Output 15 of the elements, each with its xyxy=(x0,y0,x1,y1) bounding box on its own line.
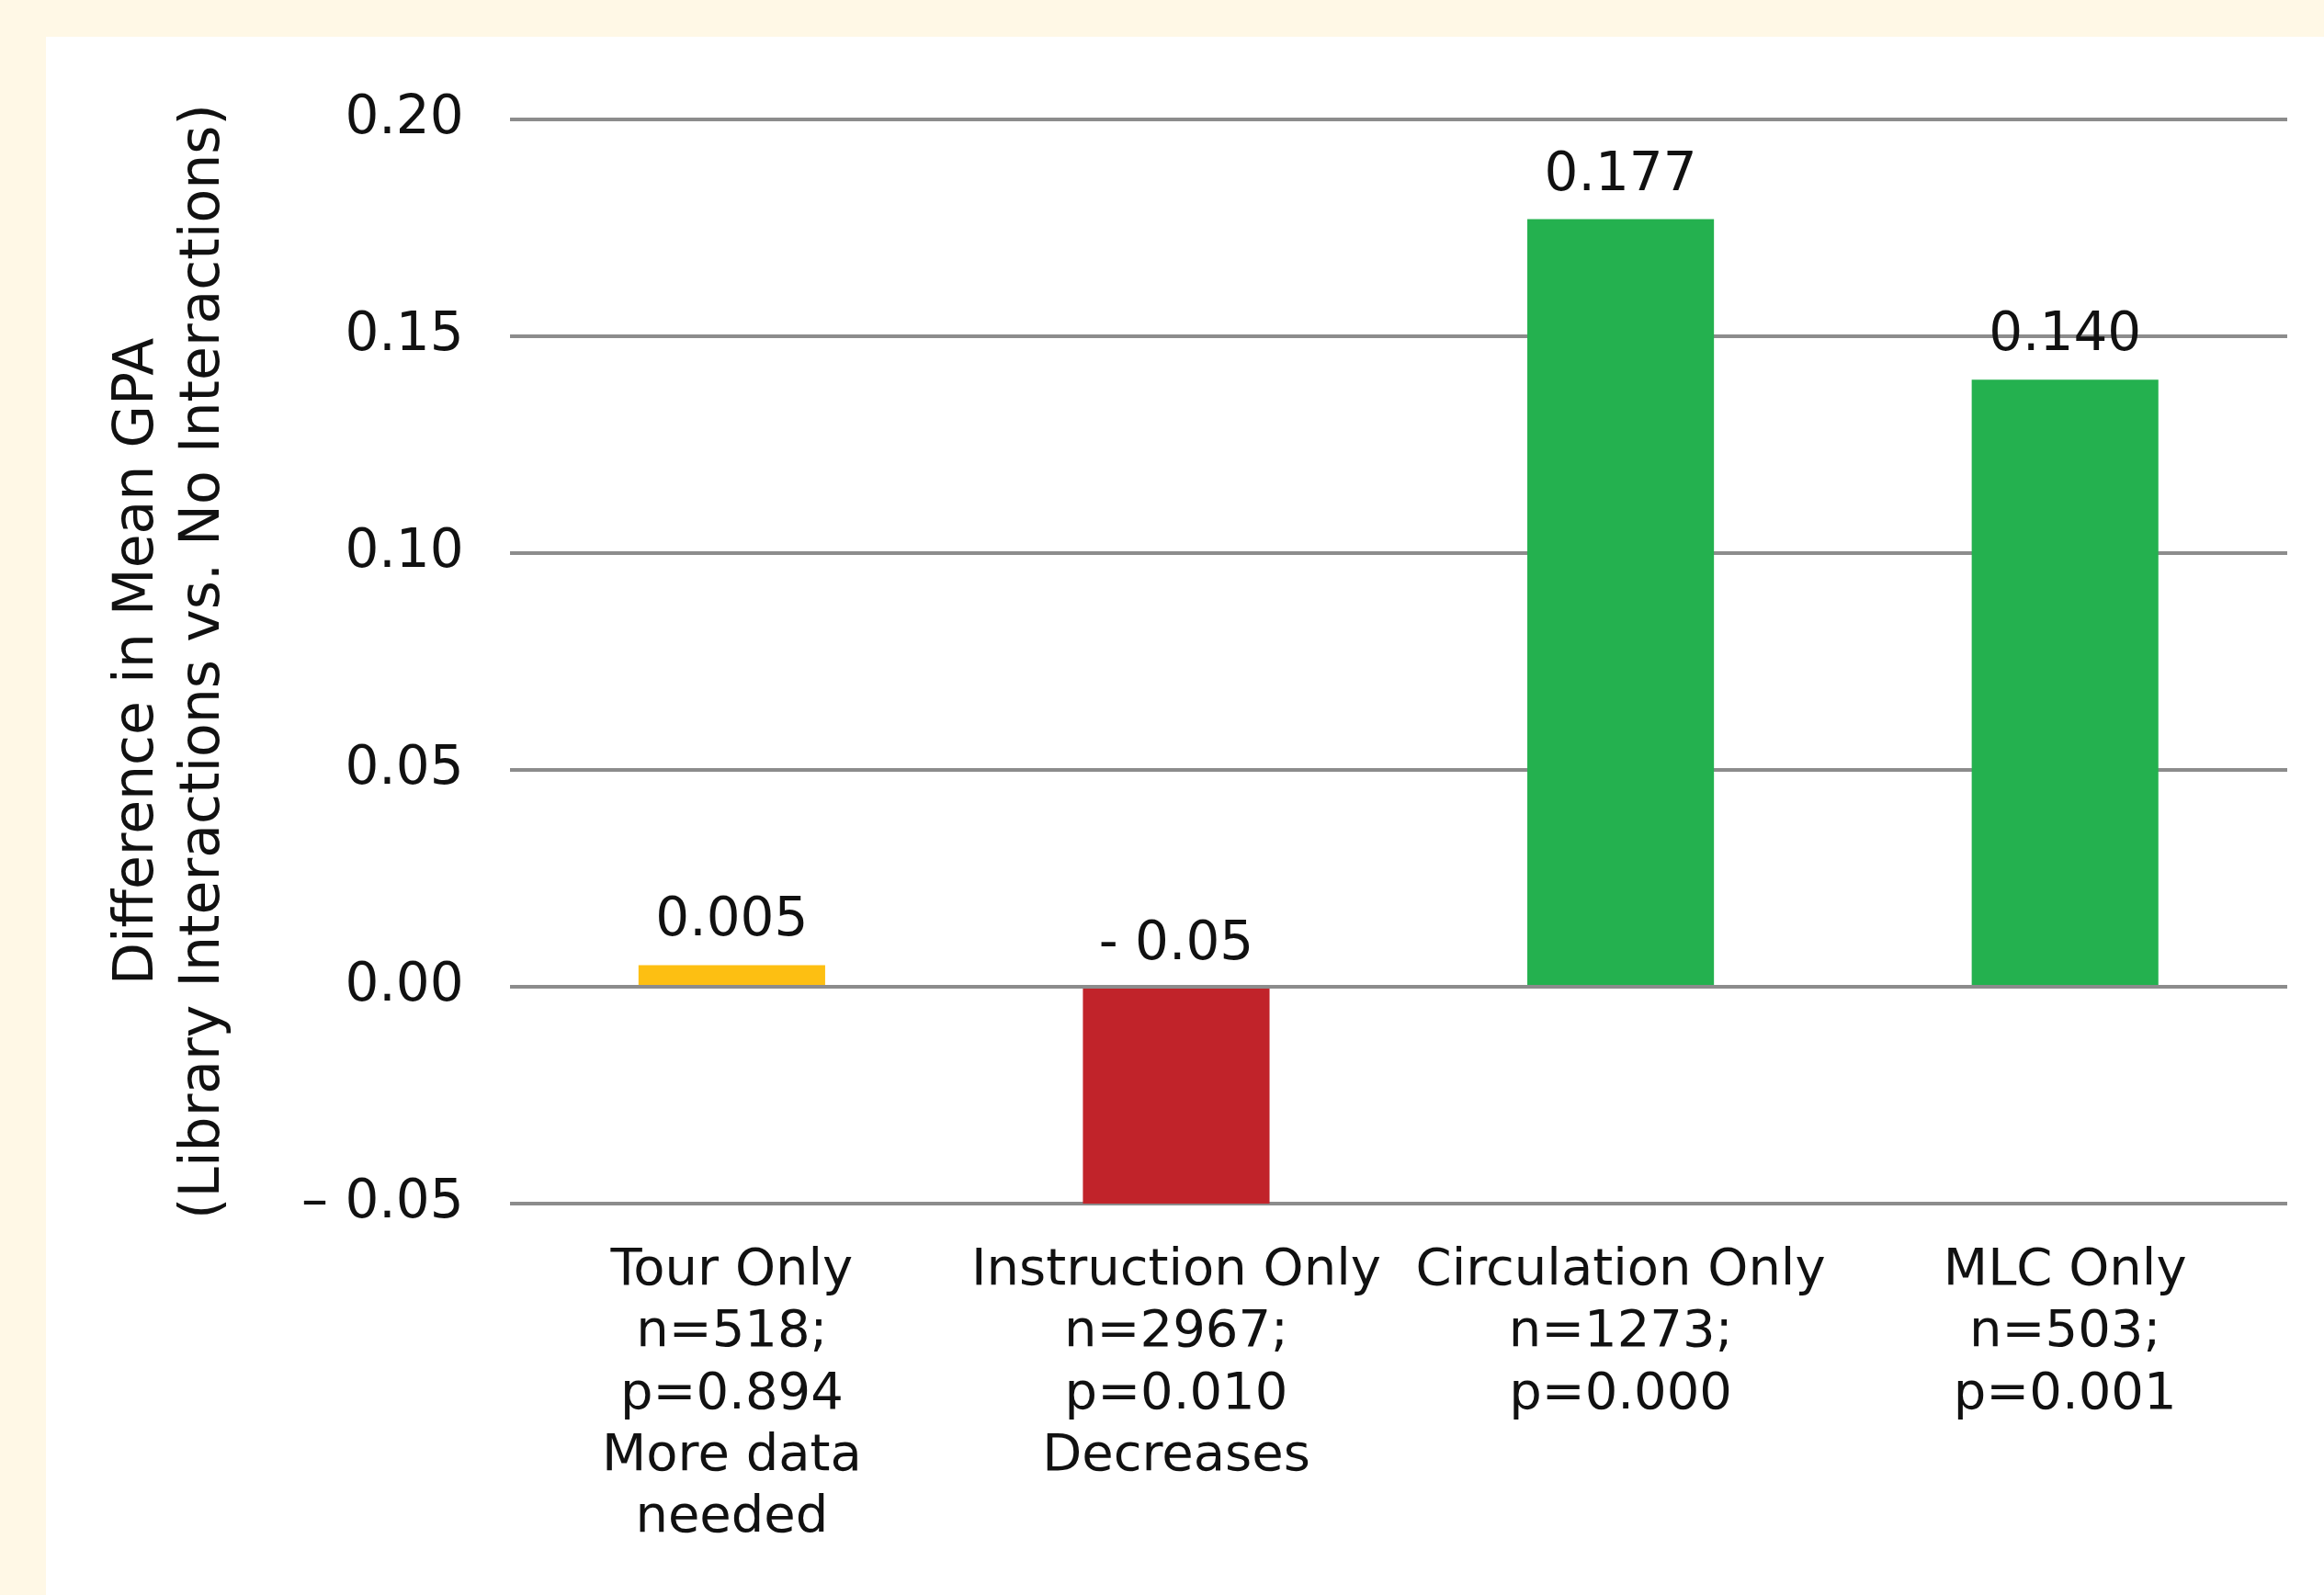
data-label: 0.140 xyxy=(1989,300,2142,364)
y-axis-title: Difference in Mean GPA (Library Interactions vs. No Interactions) xyxy=(100,104,232,1219)
x-tick-label: MLC Only n=503; p=0.001 xyxy=(1943,1237,2187,1420)
data-label: - 0.05 xyxy=(1098,910,1254,973)
data-label: 0.005 xyxy=(655,886,809,949)
data-label: 0.177 xyxy=(1544,140,1697,203)
y-tick-label: 0.20 xyxy=(345,84,464,147)
x-tick-label: Instruction Only n=2967; p=0.010 Decreases xyxy=(971,1237,1381,1482)
x-tick-label: Tour Only n=518; p=0.894 More data needed xyxy=(602,1237,862,1544)
x-tick-label: Circulation Only n=1273; p=0.000 xyxy=(1415,1237,1826,1420)
y-tick-label: 0.10 xyxy=(345,517,464,581)
y-tick-label: 0.15 xyxy=(345,300,464,364)
y-tick-label: 0.05 xyxy=(345,734,464,798)
y-tick-label: – 0.05 xyxy=(301,1168,464,1231)
y-tick-label: 0.00 xyxy=(345,951,464,1014)
